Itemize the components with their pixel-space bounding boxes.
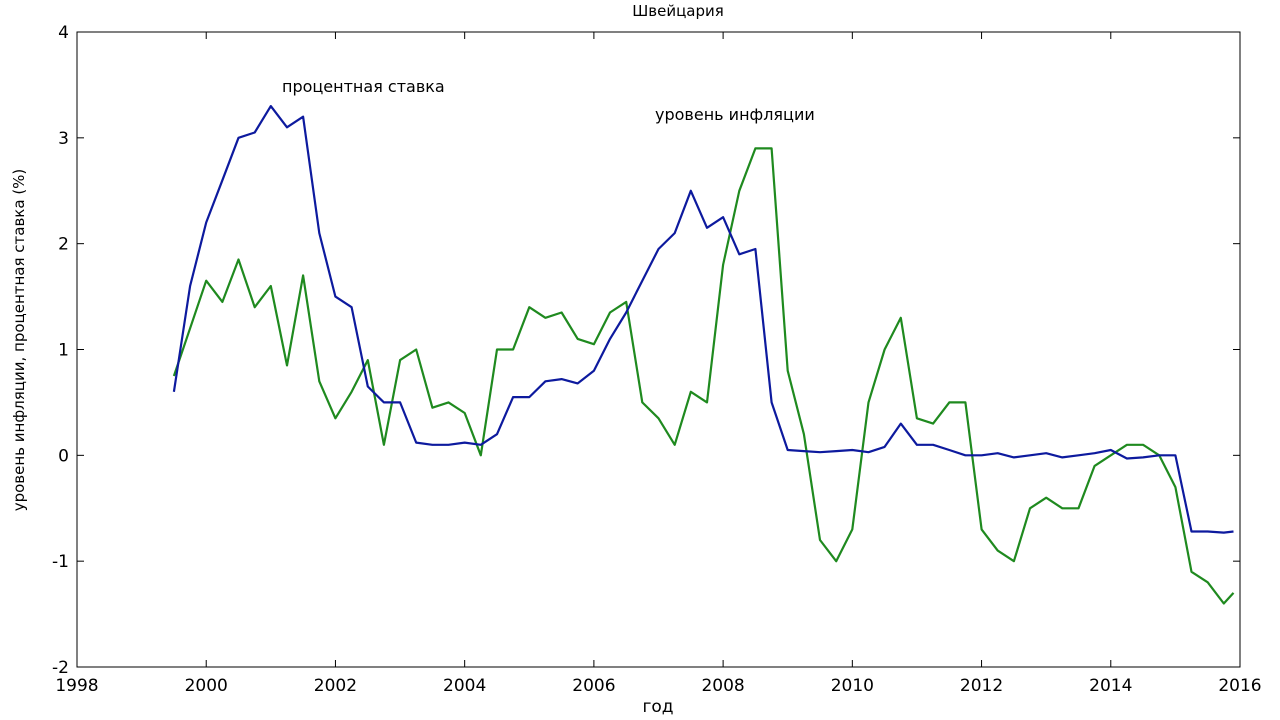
series-line xyxy=(172,105,1234,534)
x-tick-label: 1998 xyxy=(55,676,98,696)
plot-frame xyxy=(76,31,1241,668)
y-tick-label: 0 xyxy=(58,446,69,466)
y-axis-label: уровень инфляции, процентная ставка (%) xyxy=(10,169,28,512)
x-axis-label: год xyxy=(642,697,673,717)
y-tick-label: 3 xyxy=(58,129,69,149)
annotation: уровень инфляции xyxy=(655,105,815,124)
y-tick-label: 1 xyxy=(58,341,69,361)
chart-title: Швейцария xyxy=(632,2,724,20)
y-tick-label: -1 xyxy=(52,552,69,572)
y-tick-label: -2 xyxy=(52,658,69,678)
annotation: процентная ставка xyxy=(282,77,445,96)
x-tick-label: 2012 xyxy=(960,676,1003,696)
y-tick-label: 4 xyxy=(58,23,69,43)
x-tick-label: 2002 xyxy=(314,676,357,696)
x-tick-label: 2006 xyxy=(572,676,615,696)
series-line xyxy=(172,147,1235,605)
x-tick-label: 2000 xyxy=(185,676,228,696)
x-tick-label: 2010 xyxy=(831,676,874,696)
x-tick-label: 2004 xyxy=(443,676,486,696)
x-tick-label: 2014 xyxy=(1089,676,1132,696)
x-tick-label: 2008 xyxy=(701,676,744,696)
x-tick-label: 2016 xyxy=(1218,676,1261,696)
y-tick-label: 2 xyxy=(58,235,69,255)
